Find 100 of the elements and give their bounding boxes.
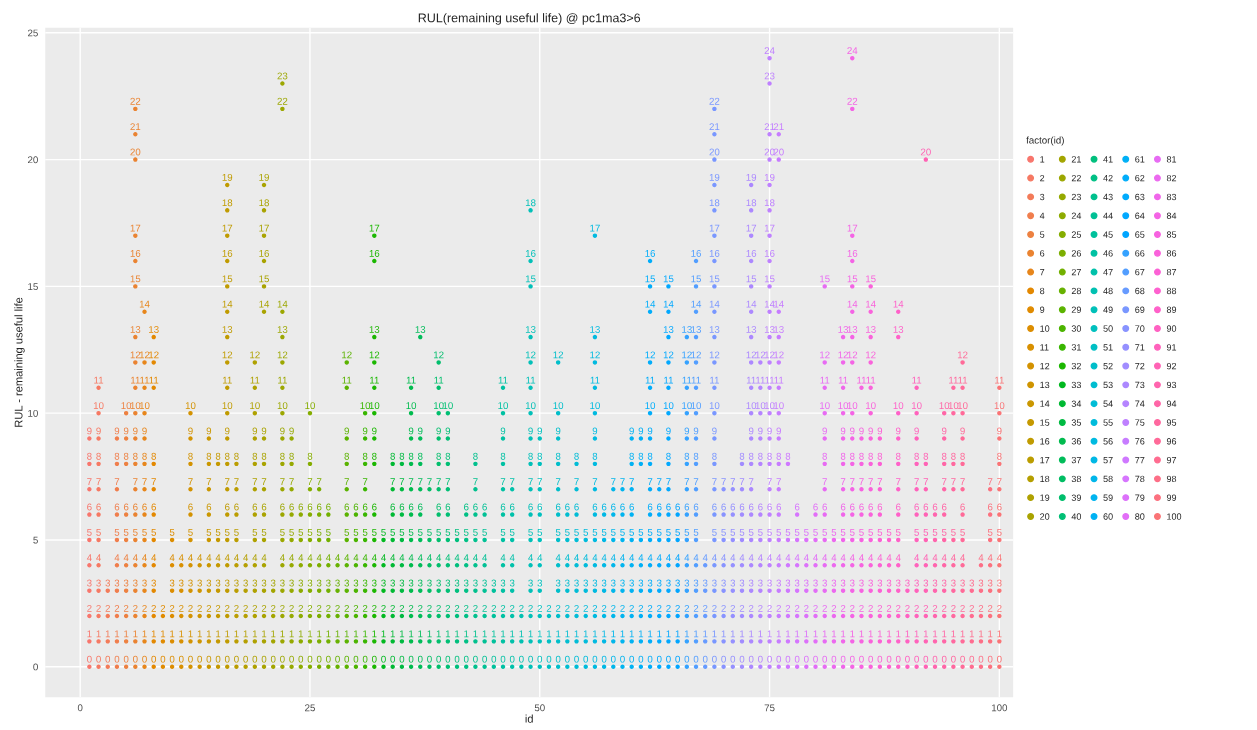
point — [528, 537, 533, 543]
data-label: 0 — [528, 655, 533, 663]
point — [234, 537, 239, 543]
point — [657, 512, 662, 517]
legend-label: 76 — [1135, 438, 1145, 445]
data-label: 6 — [914, 503, 919, 511]
data-label: 18 — [525, 199, 536, 207]
data-label: 1 — [317, 630, 322, 638]
data-label: 0 — [592, 655, 598, 663]
point — [601, 512, 607, 517]
data-label: 1 — [988, 630, 993, 638]
data-label: 1 — [694, 630, 699, 638]
data-label: 1 — [703, 630, 708, 638]
data-label: 7 — [951, 478, 956, 485]
data-label: 2 — [546, 604, 552, 612]
data-label: 9 — [666, 427, 671, 435]
data-label: 1 — [418, 630, 423, 638]
data-label: 3 — [427, 579, 432, 587]
point — [381, 588, 386, 593]
data-label: 1 — [197, 630, 202, 638]
point — [234, 664, 239, 669]
point — [951, 410, 956, 416]
point — [105, 664, 110, 669]
data-label: 4 — [711, 554, 717, 562]
data-label: 3 — [408, 579, 414, 587]
point — [436, 512, 441, 517]
data-label: 4 — [408, 554, 414, 562]
data-label: 3 — [454, 579, 460, 587]
data-label: 7 — [997, 478, 1002, 485]
data-label: 16 — [709, 249, 720, 257]
point — [133, 157, 138, 162]
point — [951, 563, 956, 568]
data-label: 0 — [546, 655, 552, 663]
point — [951, 664, 956, 669]
data-label: 2 — [188, 604, 193, 612]
point — [500, 664, 506, 669]
point — [592, 334, 598, 340]
point — [372, 461, 377, 467]
point — [390, 461, 395, 467]
legend-label: 35 — [1071, 419, 1082, 426]
point — [748, 563, 754, 568]
point — [105, 613, 110, 619]
point — [326, 639, 331, 644]
data-label: 15 — [645, 275, 656, 283]
point — [941, 588, 947, 593]
point — [225, 360, 230, 365]
point — [638, 436, 644, 441]
data-label: 3 — [629, 579, 634, 587]
data-label: 5 — [344, 529, 350, 536]
data-label: 2 — [794, 604, 800, 612]
data-label: 3 — [813, 579, 818, 587]
data-label: 1 — [482, 630, 487, 638]
data-label: 18 — [764, 199, 775, 207]
data-label: 1 — [510, 630, 515, 638]
point — [123, 436, 129, 441]
data-label: 7 — [307, 478, 313, 485]
point — [473, 461, 478, 467]
point — [877, 613, 883, 619]
point — [215, 588, 221, 593]
data-label: 0 — [831, 655, 837, 663]
data-label: 12 — [691, 351, 701, 359]
point — [657, 563, 662, 568]
data-label: 0 — [583, 655, 589, 663]
data-label: 2 — [748, 604, 754, 612]
point — [225, 664, 230, 669]
data-label: 5 — [500, 529, 506, 536]
point — [840, 436, 846, 441]
point — [123, 537, 129, 543]
point — [133, 537, 138, 543]
data-label: 0 — [519, 655, 524, 663]
point — [270, 588, 276, 593]
data-label: 12 — [553, 351, 564, 359]
point — [96, 385, 101, 391]
point — [767, 537, 772, 543]
data-label: 8 — [941, 452, 947, 460]
point — [169, 563, 175, 568]
point — [353, 639, 359, 644]
point — [353, 588, 359, 593]
point — [748, 487, 754, 492]
point — [932, 512, 938, 517]
point — [629, 613, 634, 619]
point — [151, 613, 156, 619]
data-label: 9 — [114, 427, 120, 435]
data-label: 2 — [914, 604, 919, 612]
data-label: 5 — [997, 529, 1002, 536]
data-label: 12 — [663, 351, 674, 359]
data-label: 2 — [537, 604, 542, 612]
point — [225, 309, 230, 314]
point — [473, 487, 478, 492]
point — [225, 385, 230, 391]
data-label: 10 — [866, 402, 876, 410]
data-label: 10 — [755, 402, 766, 410]
data-label: 19 — [709, 173, 720, 181]
point — [362, 563, 368, 568]
point — [225, 334, 230, 340]
data-label: 0 — [307, 655, 313, 663]
data-label: 22 — [277, 97, 288, 105]
point — [133, 334, 138, 340]
data-label: 8 — [877, 452, 883, 460]
data-label: 7 — [206, 478, 212, 485]
